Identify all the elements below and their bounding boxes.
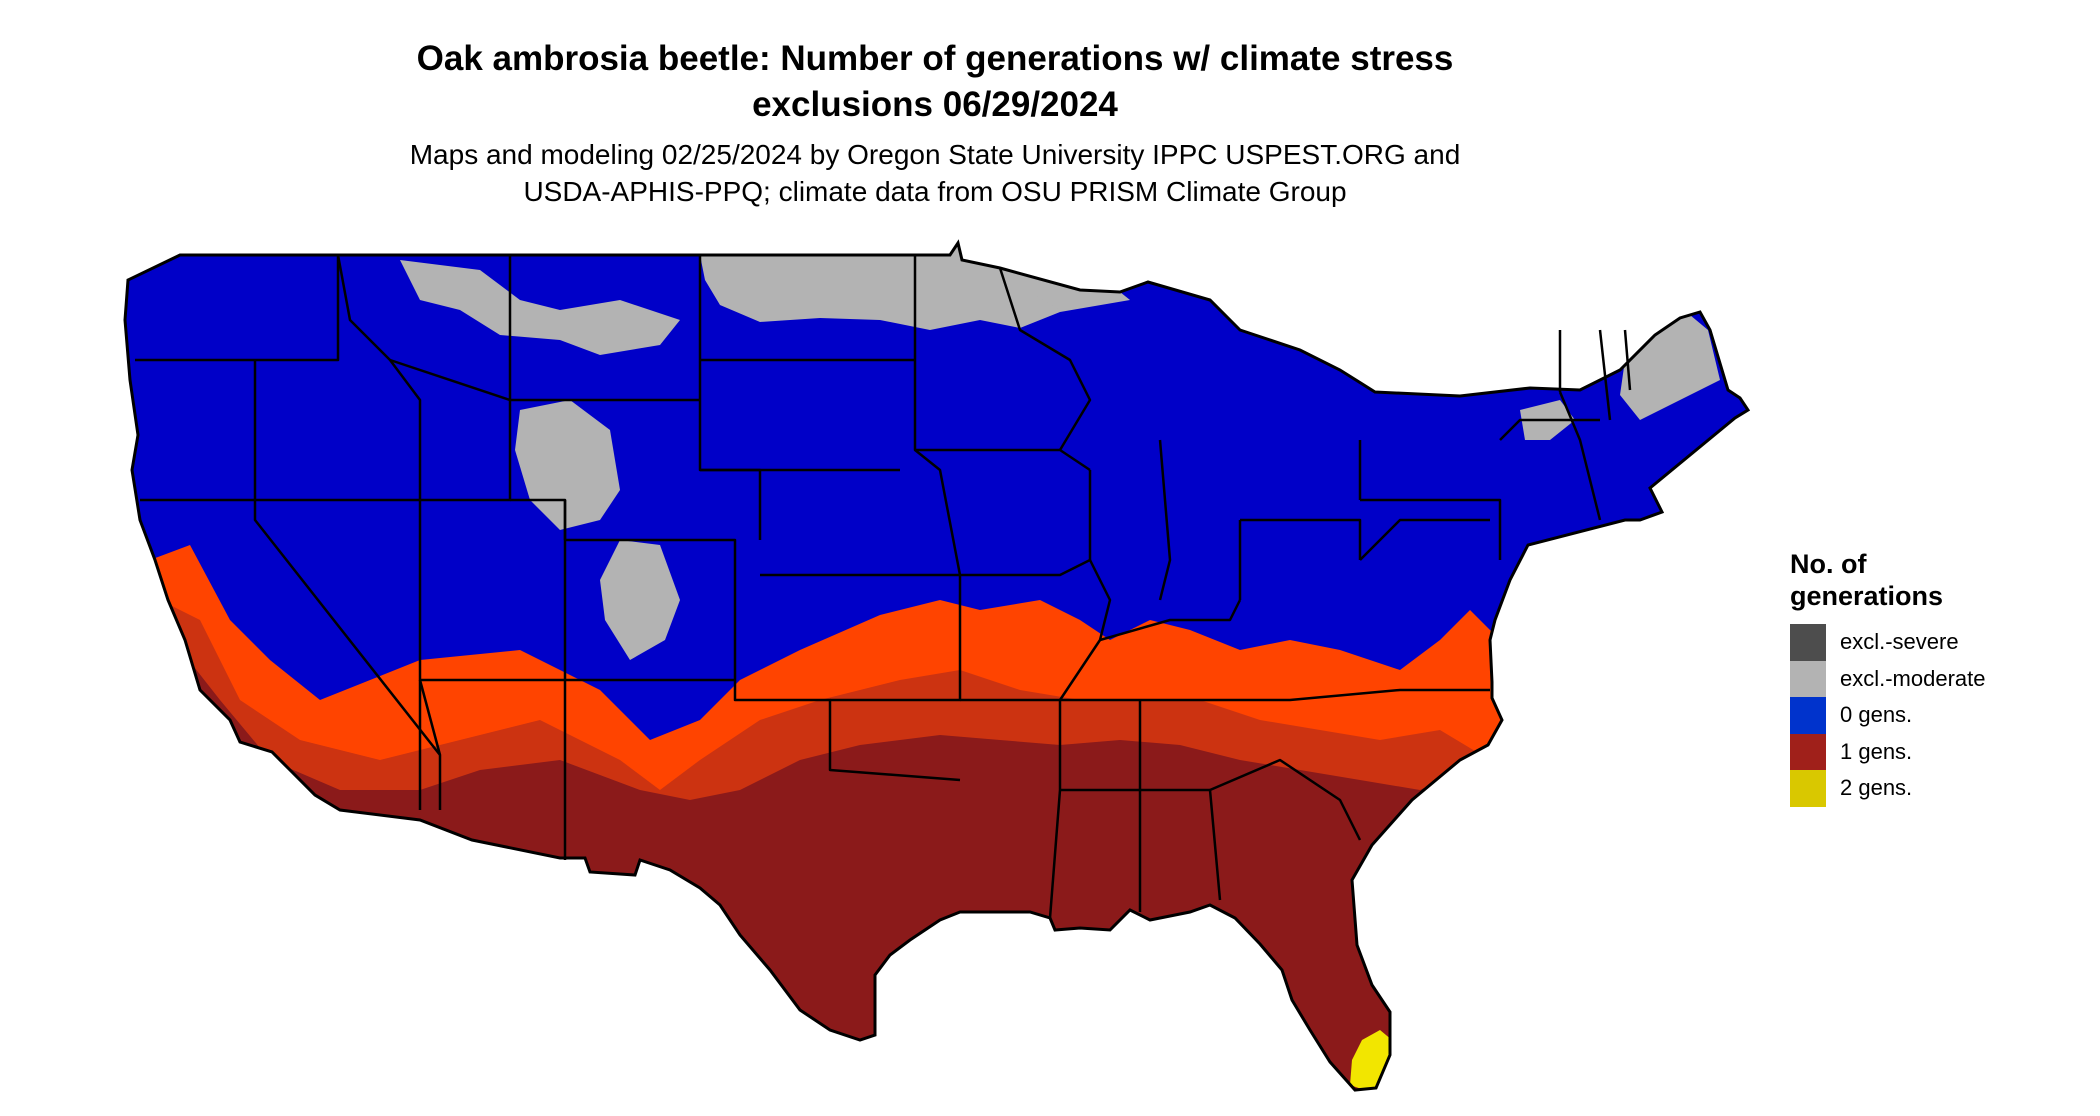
legend-swatch (1790, 697, 1826, 734)
legend-label: excl.-moderate (1840, 665, 1986, 691)
legend-swatch (1790, 624, 1826, 661)
map-subtitle: Maps and modeling 02/25/2024 by Oregon S… (260, 136, 1610, 210)
legend-title-line-2: generations (1790, 581, 1944, 611)
legend-item-excl-moderate: excl.-moderate (1790, 660, 1986, 697)
legend-swatch (1790, 733, 1826, 770)
subtitle-line-1: Maps and modeling 02/25/2024 by Oregon S… (409, 139, 1461, 170)
legend-item-excl-severe: excl.-severe (1790, 624, 1986, 661)
subtitle-line-2: USDA-APHIS-PPQ; climate data from OSU PR… (523, 176, 1347, 207)
legend-swatch (1790, 770, 1826, 807)
legend: No. of generations excl.-severe excl.-mo… (1790, 548, 1986, 807)
legend-title: No. of generations (1790, 548, 1986, 612)
title-line-1: Oak ambrosia beetle: Number of generatio… (416, 39, 1454, 78)
legend-label: 1 gens. (1840, 738, 1913, 764)
legend-label: 0 gens. (1840, 702, 1913, 728)
legend-item-0-gens: 0 gens. (1790, 697, 1986, 734)
legend-swatch (1790, 660, 1826, 697)
legend-item-2-gens: 2 gens. (1790, 770, 1986, 807)
legend-label: excl.-severe (1840, 629, 1959, 655)
legend-title-line-1: No. of (1790, 549, 1867, 579)
legend-label: 2 gens. (1840, 775, 1913, 801)
state-borders (135, 254, 1632, 919)
title-line-2: exclusions 06/29/2024 (752, 85, 1118, 124)
legend-item-1-gens: 1 gens. (1790, 733, 1986, 770)
map-title: Oak ambrosia beetle: Number of generatio… (260, 36, 1610, 128)
